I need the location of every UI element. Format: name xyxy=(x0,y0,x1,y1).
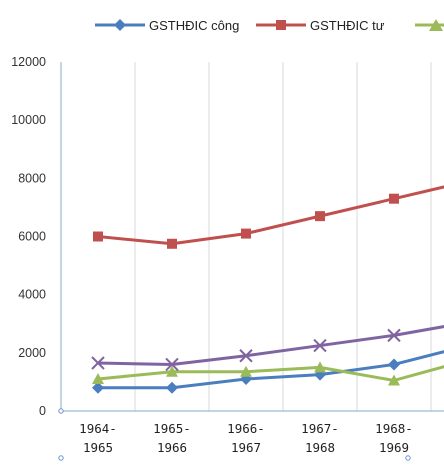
x-tick-label: 1967 xyxy=(231,440,261,455)
data-point-series-2 xyxy=(389,193,399,204)
series-line-1 xyxy=(98,350,444,390)
data-point-series-3 xyxy=(166,365,178,377)
x-tick-label: 1966 xyxy=(157,440,187,455)
y-tick-label: 6000 xyxy=(18,230,46,244)
data-point-series-1 xyxy=(166,381,178,394)
y-tick-label: 12000 xyxy=(11,55,46,69)
y-tick-label: 4000 xyxy=(18,288,46,302)
series-line-2 xyxy=(97,185,444,246)
y-tick-label: 2000 xyxy=(18,346,46,360)
legend-item-series-2: GSTHĐIC tư xyxy=(256,12,384,38)
data-point-series-2 xyxy=(93,231,103,242)
data-point-series-4 xyxy=(91,356,105,370)
data-point-series-4 xyxy=(313,338,327,353)
data-point-series-4 xyxy=(165,357,179,372)
x-tick-label: 1968- xyxy=(375,421,413,436)
y-tick-label: 8000 xyxy=(18,171,46,185)
legend-marker-series-1 xyxy=(95,19,145,31)
data-point-series-2 xyxy=(315,211,325,222)
data-point-series-3 xyxy=(388,374,400,386)
series-line-4 xyxy=(97,325,444,366)
data-point-series-2 xyxy=(241,228,251,239)
y-tick-label: 0 xyxy=(39,404,46,418)
x-tick-label: 1965 xyxy=(83,440,113,455)
data-point-series-1 xyxy=(388,358,400,371)
data-point-series-3 xyxy=(92,373,104,385)
legend-marker-series-3 xyxy=(415,19,444,31)
x-tick-label: 1967- xyxy=(301,421,339,436)
legend-item-series-1: GSTHĐIC công xyxy=(95,12,239,38)
legend-item-series-3 xyxy=(415,12,444,38)
y-tick-label: 10000 xyxy=(11,113,46,127)
axis-handle xyxy=(405,455,411,461)
legend-label-series-1: GSTHĐIC công xyxy=(149,17,240,33)
x-tick-label: 1964- xyxy=(79,421,117,436)
data-point-series-3 xyxy=(240,365,252,377)
axis-handle xyxy=(58,408,64,414)
x-tick-label: 1965- xyxy=(153,421,191,436)
series-line-3 xyxy=(97,365,444,382)
data-point-series-4 xyxy=(387,328,401,343)
x-tick-label: 1969 xyxy=(379,440,409,455)
legend-label-series-2: GSTHĐIC tư xyxy=(310,17,385,33)
data-point-series-2 xyxy=(167,238,177,249)
x-tick-label: 1968 xyxy=(305,440,335,455)
axis-handle xyxy=(58,455,64,461)
legend-marker-series-2 xyxy=(256,20,306,30)
data-point-series-1 xyxy=(92,381,104,394)
x-tick-label: 1966- xyxy=(227,421,265,436)
data-point-series-3 xyxy=(314,361,326,373)
chart-legend: GSTHĐIC công GSTHĐIC tư xyxy=(0,12,444,38)
data-point-series-4 xyxy=(239,349,253,363)
